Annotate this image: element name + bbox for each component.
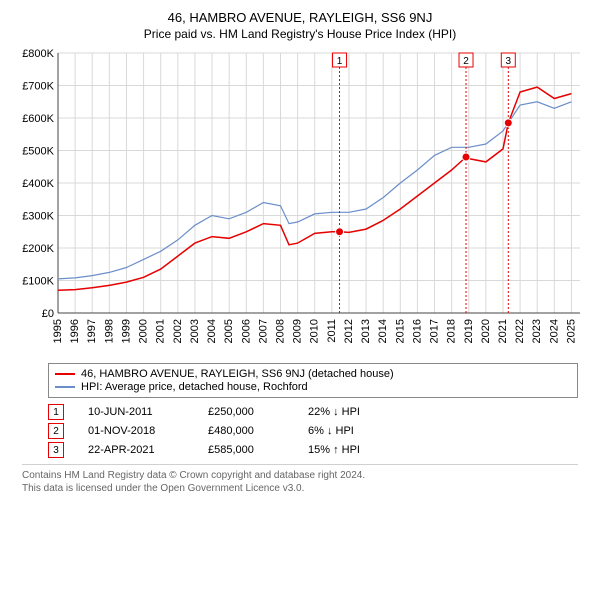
event-row: 3 22-APR-2021£585,00015% ↑ HPI: [48, 442, 578, 458]
chart-plot: £0 £100K £200K £300K £400K £500K £600K £700K £80…: [10, 49, 590, 359]
svg-text:2001: 2001: [155, 319, 167, 343]
svg-text:2023: 2023: [531, 319, 543, 343]
event-marker: 2: [48, 423, 64, 439]
svg-text:3: 3: [506, 56, 512, 67]
svg-text:£100K: £100K: [22, 276, 54, 288]
svg-text:2015: 2015: [394, 319, 406, 343]
svg-text:2019: 2019: [463, 319, 475, 343]
legend-item: 46, HAMBRO AVENUE, RAYLEIGH, SS6 9NJ (de…: [55, 368, 571, 380]
legend: 46, HAMBRO AVENUE, RAYLEIGH, SS6 9NJ (de…: [48, 363, 578, 398]
svg-text:1996: 1996: [69, 319, 81, 343]
svg-text:£700K: £700K: [22, 81, 54, 93]
svg-text:£800K: £800K: [22, 49, 54, 60]
chart-container: 46, HAMBRO AVENUE, RAYLEIGH, SS6 9NJ Pri…: [0, 0, 600, 501]
svg-text:2004: 2004: [206, 319, 218, 343]
legend-swatch: [55, 386, 75, 388]
svg-text:2011: 2011: [326, 319, 338, 343]
svg-text:£500K: £500K: [22, 146, 54, 158]
svg-text:2: 2: [463, 56, 469, 67]
svg-text:1998: 1998: [103, 319, 115, 343]
svg-text:2003: 2003: [189, 319, 201, 343]
svg-text:2013: 2013: [360, 319, 372, 343]
event-row: 2 01-NOV-2018£480,0006% ↓ HPI: [48, 423, 578, 439]
svg-text:2022: 2022: [514, 319, 526, 343]
svg-text:2002: 2002: [172, 319, 184, 343]
svg-text:1997: 1997: [86, 319, 98, 343]
svg-text:1995: 1995: [52, 319, 64, 343]
svg-text:2020: 2020: [480, 319, 492, 343]
legend-swatch: [55, 373, 75, 375]
event-delta: 22% ↓ HPI: [308, 406, 408, 418]
footer-line-1: Contains HM Land Registry data © Crown c…: [22, 469, 578, 482]
events-table: 1 10-JUN-2011£250,00022% ↓ HPI 2 01-NOV-201…: [48, 404, 578, 458]
chart-subtitle: Price paid vs. HM Land Registry's House …: [10, 27, 590, 41]
legend-label: HPI: Average price, detached house, Roch…: [81, 381, 308, 393]
svg-text:2016: 2016: [411, 319, 423, 343]
footer-line-2: This data is licensed under the Open Gov…: [22, 482, 578, 495]
svg-text:£200K: £200K: [22, 243, 54, 255]
svg-text:2010: 2010: [309, 319, 321, 343]
event-date: 22-APR-2021: [88, 444, 208, 456]
svg-text:£400K: £400K: [22, 178, 54, 190]
svg-text:2009: 2009: [292, 319, 304, 343]
svg-text:£300K: £300K: [22, 211, 54, 223]
svg-text:2006: 2006: [240, 319, 252, 343]
svg-text:2024: 2024: [548, 319, 560, 343]
svg-text:2007: 2007: [257, 319, 269, 343]
event-marker: 3: [48, 442, 64, 458]
legend-label: 46, HAMBRO AVENUE, RAYLEIGH, SS6 9NJ (de…: [81, 368, 394, 380]
legend-item: HPI: Average price, detached house, Roch…: [55, 381, 571, 393]
svg-text:£600K: £600K: [22, 113, 54, 125]
chart-svg: £0 £100K £200K £300K £400K £500K £600K £700K £80…: [10, 49, 590, 359]
event-date: 01-NOV-2018: [88, 425, 208, 437]
event-delta: 6% ↓ HPI: [308, 425, 408, 437]
svg-text:2005: 2005: [223, 319, 235, 343]
event-price: £250,000: [208, 406, 308, 418]
footer-attribution: Contains HM Land Registry data © Crown c…: [22, 464, 578, 495]
chart-title: 46, HAMBRO AVENUE, RAYLEIGH, SS6 9NJ: [10, 10, 590, 25]
svg-text:2012: 2012: [343, 319, 355, 343]
svg-text:2000: 2000: [138, 319, 150, 343]
event-date: 10-JUN-2011: [88, 406, 208, 418]
svg-text:2021: 2021: [497, 319, 509, 343]
svg-text:2017: 2017: [429, 319, 441, 343]
event-price: £480,000: [208, 425, 308, 437]
event-delta: 15% ↑ HPI: [308, 444, 408, 456]
svg-text:2025: 2025: [565, 319, 577, 343]
event-price: £585,000: [208, 444, 308, 456]
svg-text:2008: 2008: [274, 319, 286, 343]
event-row: 1 10-JUN-2011£250,00022% ↓ HPI: [48, 404, 578, 420]
event-marker: 1: [48, 404, 64, 420]
svg-text:2014: 2014: [377, 319, 389, 343]
svg-text:1: 1: [337, 56, 343, 67]
svg-text:2018: 2018: [446, 319, 458, 343]
svg-text:£0: £0: [42, 308, 54, 320]
svg-text:1999: 1999: [120, 319, 132, 343]
